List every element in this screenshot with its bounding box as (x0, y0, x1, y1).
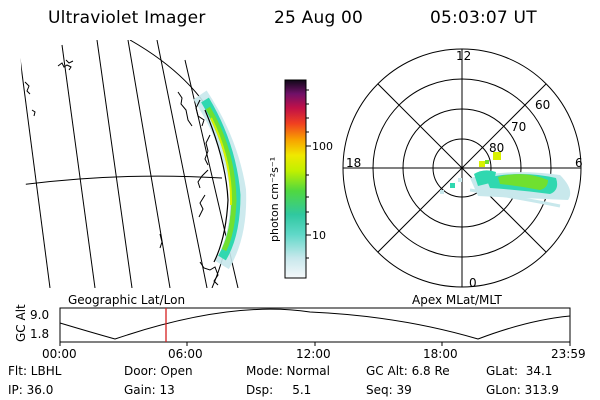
time-tick-1800: 18:00 (423, 347, 458, 361)
sequence-status: Seq: 39 (366, 383, 412, 397)
time-tick-2359: 23:59 (551, 347, 586, 361)
lat-label-80: 80 (489, 141, 505, 155)
time-tick-0600: 06:00 (168, 347, 203, 361)
aurora-emission-geographic (193, 90, 247, 270)
geographic-caption: Geographic Lat/Lon (68, 293, 186, 307)
colorbar-tick-100: 100 (312, 140, 333, 153)
time-tick-1200: 12:00 (296, 347, 331, 361)
geo-lon-status: GLon: 313.9 (486, 383, 559, 397)
gc-altitude-status: GC Alt: 6.8 Re (366, 364, 450, 378)
altitude-ylabel: GC Alt (14, 304, 28, 342)
altitude-ytick-low: 1.8 (30, 327, 50, 341)
instrument-title: Ultraviolet Imager (48, 8, 206, 28)
lat-label-70: 70 (511, 120, 527, 134)
mlt-label-6: 6 (575, 156, 583, 170)
mlt-label-18: 18 (346, 156, 362, 170)
mlt-label-12: 12 (456, 49, 472, 63)
filter-status: Flt: LBHL (8, 364, 62, 378)
lat-label-60: 60 (535, 98, 551, 112)
coastlines (24, 59, 219, 286)
date-label: 25 Aug 00 (274, 8, 364, 28)
time-label: 05:03:07 UT (430, 8, 537, 28)
display-status: Dsp: 5.1 (246, 383, 312, 397)
mode-status: Mode: Normal (246, 364, 330, 378)
gain-status: Gain: 13 (124, 383, 175, 397)
mlt-label-0: 0 (469, 276, 477, 290)
geo-lat-status: GLat: 34.1 (486, 364, 553, 378)
aurora-emission-polar (440, 152, 571, 208)
time-tick-0000: 00:00 (42, 347, 77, 361)
door-status: Door: Open (124, 364, 193, 378)
ip-status: IP: 36.0 (8, 383, 54, 397)
altitude-ytick-high: 9.0 (30, 308, 50, 322)
colorbar-tick-10: 10 (312, 229, 326, 242)
apex-caption: Apex MLat/MLT (412, 293, 502, 307)
